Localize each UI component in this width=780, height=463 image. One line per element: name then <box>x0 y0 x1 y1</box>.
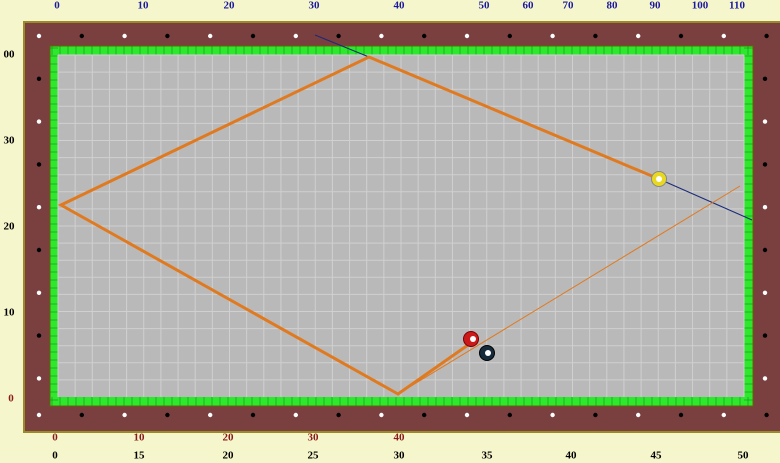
cloth-grid <box>57 54 745 397</box>
diamond <box>636 33 641 39</box>
diamond <box>36 412 42 418</box>
diamond <box>36 119 42 124</box>
bottom-red-label: 40 <box>394 432 406 444</box>
diamond <box>36 290 42 295</box>
top-scale-label: 80 <box>607 0 619 12</box>
diamond <box>550 412 555 418</box>
diamond <box>208 33 213 39</box>
ball-path <box>57 55 660 396</box>
ball-spot <box>470 336 476 342</box>
bottom-black-label: 50 <box>738 450 750 462</box>
aim-line <box>658 178 753 221</box>
diamond <box>721 412 726 418</box>
diamond <box>36 76 42 82</box>
rail-diamonds <box>36 33 769 418</box>
diamond <box>379 412 384 418</box>
diamond <box>293 33 298 39</box>
diamond <box>36 247 42 253</box>
left-scale-label: 20 <box>4 221 16 233</box>
bottom-black-label: 25 <box>308 450 320 462</box>
diamond <box>762 119 768 124</box>
diamond <box>250 33 256 39</box>
diamond <box>122 412 127 418</box>
diamond <box>464 412 470 418</box>
diamond <box>762 333 768 338</box>
left-scale-label: 00 <box>4 49 16 61</box>
top-scale-label: 40 <box>394 0 406 12</box>
diamond <box>79 33 85 39</box>
bottom-black-label: 0 <box>52 450 58 462</box>
diamond <box>336 412 341 418</box>
top-scale-label: 100 <box>692 0 709 12</box>
diamond <box>636 412 641 418</box>
left-scale-label: 30 <box>4 135 16 147</box>
bottom-black-label: 40 <box>566 450 578 462</box>
diamond <box>36 33 42 39</box>
diamond <box>36 205 42 210</box>
diamond <box>507 412 512 418</box>
ball-spot <box>485 350 491 356</box>
top-scale-label: 70 <box>563 0 575 12</box>
diamond <box>678 412 684 418</box>
diamond <box>593 33 598 39</box>
bottom-red-label: 30 <box>308 432 320 444</box>
top-scale-label: 30 <box>309 0 321 12</box>
diamond <box>122 33 127 39</box>
diamond <box>422 412 427 418</box>
top-scale-label: 0 <box>54 0 60 12</box>
diamond <box>762 162 768 167</box>
diamond <box>336 33 341 39</box>
diamond <box>464 33 470 39</box>
left-scale-label: 0 <box>8 393 14 405</box>
diamond <box>293 412 298 418</box>
diamond <box>593 412 598 418</box>
diamond <box>379 33 384 39</box>
bottom-red-label: 0 <box>52 432 58 444</box>
bottom-red-label: 10 <box>134 432 146 444</box>
diamond <box>250 412 256 418</box>
aim-line <box>314 34 370 58</box>
bottom-red-label: 20 <box>223 432 235 444</box>
diamond <box>764 33 769 39</box>
left-scale-label: 10 <box>4 307 16 319</box>
bottom-black-label: 45 <box>651 450 663 462</box>
cushion-segments <box>50 46 753 406</box>
diamond <box>36 162 42 167</box>
ball-spot <box>656 176 662 182</box>
diamond <box>507 33 512 39</box>
diamond <box>36 333 42 338</box>
diamond <box>208 412 213 418</box>
top-scale-label: 90 <box>650 0 662 12</box>
diamond <box>678 33 684 39</box>
diamond <box>762 205 768 210</box>
top-scale-label: 20 <box>224 0 236 12</box>
diamond <box>165 412 170 418</box>
bottom-black-label: 35 <box>482 450 494 462</box>
bottom-black-label: 30 <box>394 450 406 462</box>
diamond <box>762 290 768 295</box>
diamond <box>762 376 768 381</box>
diamond <box>762 76 768 82</box>
top-scale-label: 10 <box>138 0 150 12</box>
diamond <box>550 33 555 39</box>
top-scale-label: 60 <box>523 0 535 12</box>
top-scale-label: 110 <box>729 0 745 12</box>
diamond <box>36 376 42 381</box>
bottom-black-label: 20 <box>223 450 235 462</box>
diamond <box>422 33 427 39</box>
diamond <box>165 33 170 39</box>
bottom-black-label: 15 <box>134 450 146 462</box>
diamond <box>79 412 85 418</box>
diamond <box>721 33 726 39</box>
diamond <box>762 247 768 253</box>
diamond <box>764 412 769 418</box>
reference-line <box>397 185 741 395</box>
top-scale-label: 50 <box>479 0 491 12</box>
